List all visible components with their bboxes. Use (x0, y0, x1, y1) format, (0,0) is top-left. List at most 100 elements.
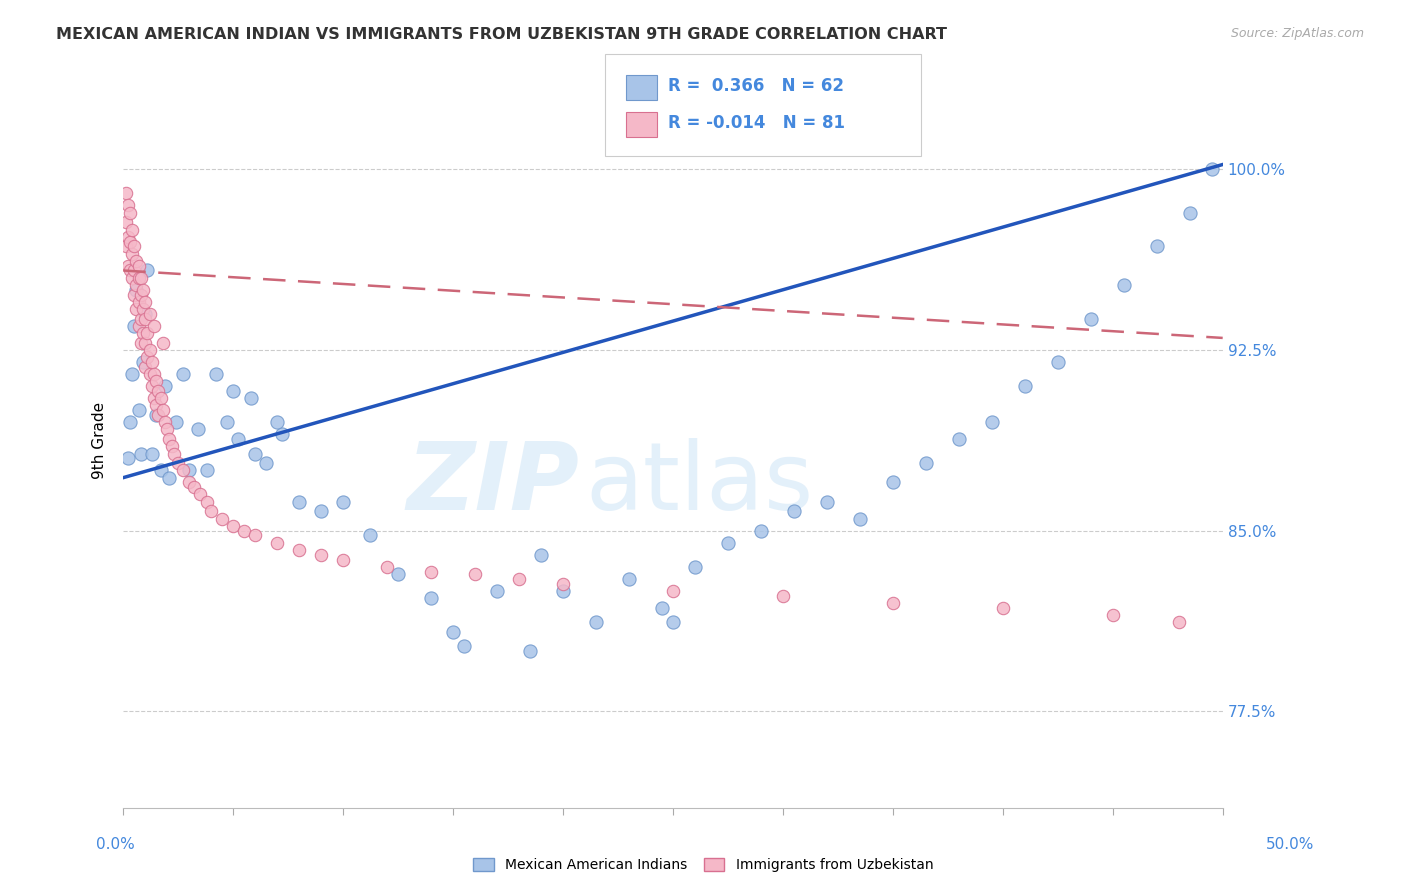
Point (134, 359, 156, 374)
Point (309, 548, 332, 562)
Point (132, 301, 155, 316)
Point (145, 408, 167, 422)
Point (1167, 615, 1189, 629)
Point (132, 283, 155, 297)
Point (152, 403, 174, 417)
Point (519, 644, 541, 658)
Point (195, 494, 218, 508)
Point (849, 511, 872, 525)
Point (125, 253, 148, 268)
Point (124, 287, 146, 301)
Point (332, 552, 354, 566)
Point (132, 326, 155, 340)
Point (1046, 355, 1069, 369)
Point (662, 583, 685, 598)
Point (156, 422, 179, 436)
Point (129, 446, 152, 460)
Text: Source: ZipAtlas.com: Source: ZipAtlas.com (1230, 27, 1364, 40)
Text: R =  0.366   N = 62: R = 0.366 N = 62 (668, 77, 844, 95)
Point (266, 415, 288, 429)
Point (815, 494, 838, 508)
Point (375, 559, 398, 574)
Point (114, 186, 136, 201)
Point (124, 318, 146, 333)
Point (783, 504, 806, 518)
Point (125, 283, 148, 297)
Point (1146, 239, 1168, 253)
Point (245, 446, 267, 460)
Point (128, 318, 150, 333)
Point (117, 259, 139, 273)
Point (288, 494, 311, 508)
Text: 0.0%: 0.0% (96, 838, 135, 852)
Point (551, 583, 574, 598)
Point (153, 415, 176, 429)
Point (132, 355, 155, 369)
Point (1014, 379, 1036, 393)
Point (165, 415, 187, 429)
Point (420, 591, 443, 605)
Point (121, 222, 143, 236)
Point (233, 524, 256, 538)
Point (121, 246, 143, 260)
Point (141, 355, 163, 369)
Point (551, 576, 574, 591)
Point (309, 504, 332, 518)
Point (662, 615, 685, 629)
Point (121, 367, 143, 381)
Point (1080, 311, 1102, 326)
Point (152, 335, 174, 350)
Point (1178, 205, 1201, 219)
Point (187, 422, 209, 436)
Point (134, 335, 156, 350)
Text: MEXICAN AMERICAN INDIAN VS IMMIGRANTS FROM UZBEKISTAN 9TH GRADE CORRELATION CHAR: MEXICAN AMERICAN INDIAN VS IMMIGRANTS FR… (56, 27, 948, 42)
Point (167, 456, 190, 470)
Point (882, 596, 904, 610)
Point (239, 391, 262, 405)
Point (270, 427, 292, 442)
Point (149, 391, 172, 405)
Point (134, 307, 156, 321)
Point (143, 391, 166, 405)
Text: R = -0.014   N = 81: R = -0.014 N = 81 (668, 114, 845, 132)
Point (138, 343, 160, 357)
Point (129, 270, 152, 285)
Point (134, 311, 156, 326)
Point (387, 566, 409, 581)
Point (117, 451, 139, 466)
Point (117, 198, 139, 212)
Point (138, 367, 160, 381)
Point (136, 326, 159, 340)
Point (128, 270, 150, 285)
Point (1112, 277, 1135, 292)
Point (288, 542, 311, 557)
Point (179, 463, 201, 477)
Point (114, 239, 136, 253)
Point (138, 307, 160, 321)
Point (114, 215, 136, 229)
Point (129, 287, 152, 301)
Point (948, 432, 970, 446)
Point (172, 367, 194, 381)
Point (136, 263, 159, 277)
Legend: Mexican American Indians, Immigrants from Uzbekistan: Mexican American Indians, Immigrants fro… (467, 853, 939, 878)
Point (148, 408, 170, 422)
Point (136, 350, 159, 364)
Point (1201, 162, 1223, 177)
Point (585, 615, 607, 629)
Point (211, 511, 233, 525)
Point (683, 559, 706, 574)
Point (617, 572, 640, 586)
Point (195, 463, 218, 477)
Point (772, 589, 794, 603)
Point (148, 384, 170, 398)
Point (128, 403, 150, 417)
Point (129, 335, 152, 350)
Point (453, 639, 475, 653)
Point (145, 374, 167, 388)
Point (332, 494, 354, 508)
Point (128, 294, 150, 309)
Point (117, 229, 139, 244)
Point (245, 528, 267, 542)
Point (441, 624, 464, 639)
